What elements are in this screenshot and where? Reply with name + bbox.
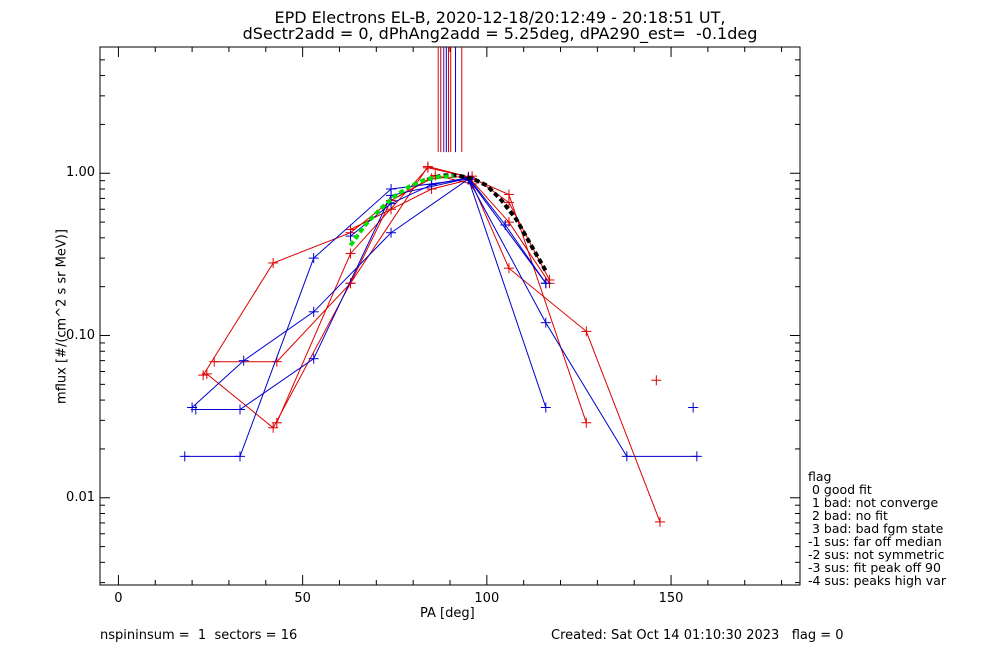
data-point xyxy=(540,402,551,413)
vertical-lines xyxy=(437,47,463,153)
legend: flag 0 good fit 1 bad: not converge 2 ba… xyxy=(808,470,946,587)
data-point xyxy=(268,257,279,268)
data-point xyxy=(691,451,702,462)
data-point xyxy=(268,422,279,433)
data-point xyxy=(308,353,319,364)
series-line xyxy=(206,165,587,429)
series-line xyxy=(214,174,661,523)
data-point xyxy=(235,451,245,462)
plot-frame xyxy=(99,46,801,586)
data-point xyxy=(688,402,699,413)
footer-right: Created: Sat Oct 14 01:10:30 2023 flag =… xyxy=(551,628,844,643)
data-series xyxy=(179,161,702,527)
x-axis-label: PA [deg] xyxy=(420,606,475,621)
legend-item: -4 sus: peaks high var xyxy=(808,573,947,588)
fit-curve xyxy=(427,173,548,272)
data-point xyxy=(345,231,356,242)
y-tick-label: 0.10 xyxy=(66,327,95,343)
data-point xyxy=(345,248,356,259)
x-tick-label: 0 xyxy=(114,591,123,606)
footer-left: nspininsum = 1 sectors = 16 xyxy=(100,628,298,643)
legend-item: 2 bad: no fit xyxy=(808,508,888,523)
y-axis-label: mflux [#/(cm^2 s sr MeV)] xyxy=(54,229,70,404)
legend-item: -2 sus: not symmetric xyxy=(808,547,945,562)
axis-ticks xyxy=(100,46,800,585)
data-point xyxy=(581,417,592,428)
data-point xyxy=(540,278,551,289)
x-tick-label: 100 xyxy=(474,591,500,606)
data-point xyxy=(238,355,249,366)
data-point xyxy=(651,375,662,386)
data-point xyxy=(190,404,201,415)
legend-item: 0 good fit xyxy=(808,482,872,497)
data-point xyxy=(500,219,511,230)
y-tick-label: 0.01 xyxy=(66,489,95,505)
y-tick-label: 1.00 xyxy=(66,165,95,181)
fit-curve xyxy=(348,174,454,247)
data-point xyxy=(271,417,282,428)
series-line xyxy=(350,177,547,284)
data-point xyxy=(386,227,397,238)
legend-item: -3 sus: fit peak off 90 xyxy=(808,560,941,575)
data-point xyxy=(655,516,665,527)
data-point xyxy=(201,368,212,379)
data-point xyxy=(209,356,220,367)
data-point xyxy=(179,451,190,462)
data-point xyxy=(386,183,397,194)
series-line xyxy=(202,175,550,376)
data-point xyxy=(503,263,514,274)
data-point xyxy=(621,451,632,462)
chart-title-line-1: EPD Electrons EL-B, 2020-12-18/20:12:49 … xyxy=(274,8,726,27)
data-point xyxy=(540,317,551,328)
x-tick-label: 50 xyxy=(294,591,311,606)
x-tick-label: 150 xyxy=(658,591,684,606)
data-point xyxy=(426,179,437,190)
legend-item: -1 sus: far off median xyxy=(808,534,942,549)
data-point xyxy=(308,306,319,317)
chart-title-line-2: dSectr2add = 0, dPhAng2add = 5.25deg, dP… xyxy=(242,24,758,43)
legend-item: 3 bad: bad fgm state xyxy=(808,521,944,536)
legend-item: 1 bad: not converge xyxy=(808,495,939,510)
data-point xyxy=(235,404,245,415)
data-point xyxy=(503,189,514,200)
data-point xyxy=(422,162,433,173)
series-line xyxy=(195,177,547,410)
legend-title: flag xyxy=(808,469,832,484)
data-point xyxy=(581,326,592,337)
data-point xyxy=(308,253,319,264)
series-line xyxy=(276,167,550,423)
series-line xyxy=(191,178,547,408)
series-line xyxy=(184,178,697,457)
